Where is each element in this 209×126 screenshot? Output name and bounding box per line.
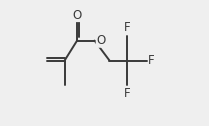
Text: F: F [124, 87, 130, 100]
Text: F: F [124, 21, 130, 34]
Text: O: O [96, 34, 106, 47]
Text: O: O [73, 9, 82, 22]
Text: F: F [148, 54, 155, 67]
